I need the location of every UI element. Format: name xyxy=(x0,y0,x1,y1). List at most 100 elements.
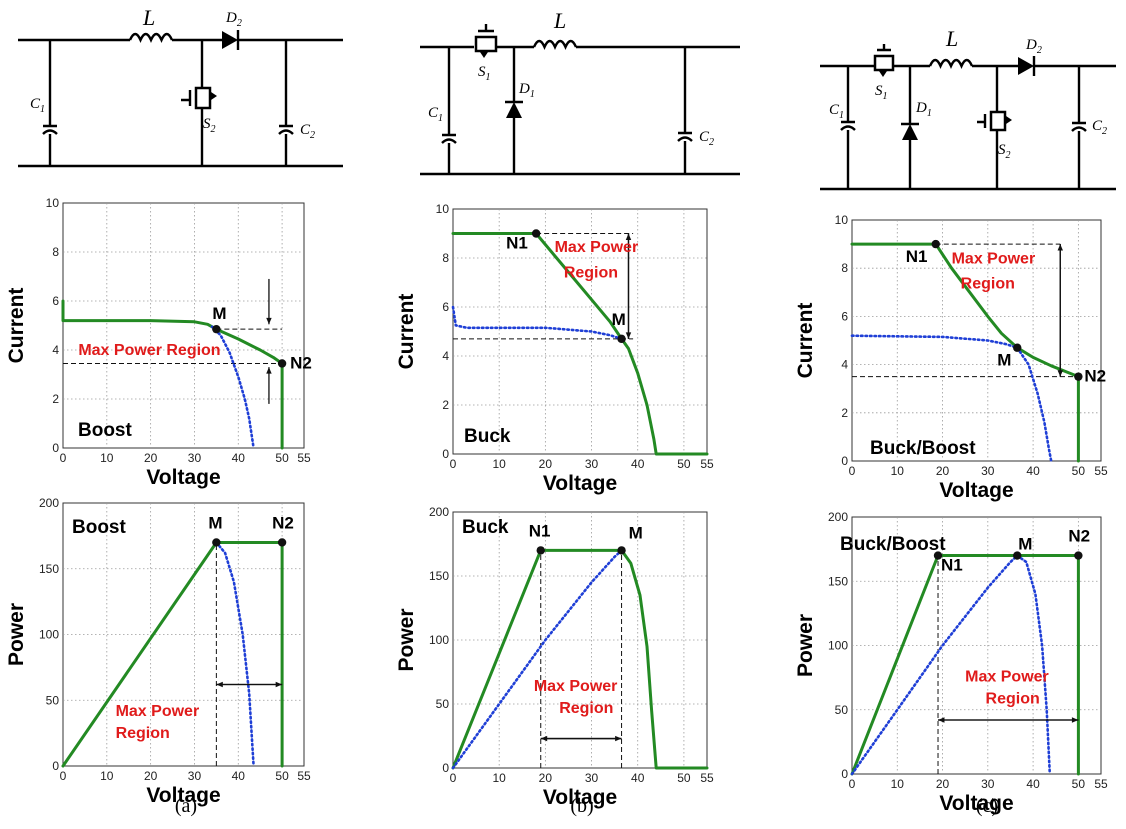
capacitor-icon xyxy=(278,40,294,166)
svg-text:S1: S1 xyxy=(875,83,888,102)
pv-chart-boost: 0 10 20 30 40 50 55 0 50 100 150 200 Voltage Power Max… xyxy=(5,496,311,807)
x-tick-label: 50 xyxy=(677,771,691,785)
y-tick-label: 200 xyxy=(828,510,848,524)
pv-chart-buck: 0 10 20 30 40 50 55 0 50 100 150 200 Voltage Power Max… xyxy=(395,505,714,809)
diode-label: D xyxy=(518,81,530,97)
svg-text:D1: D1 xyxy=(915,100,932,119)
x-tick-label: 30 xyxy=(981,464,995,478)
y-tick-label: 4 xyxy=(52,343,59,357)
inductor-label: L xyxy=(553,8,566,33)
x-tick-label: 30 xyxy=(188,769,202,783)
y-axis-title: Power xyxy=(5,603,28,666)
diode-icon xyxy=(506,102,522,118)
plot-area xyxy=(851,219,1102,462)
series-line-blue-dotted xyxy=(451,305,623,341)
diode-label: D xyxy=(225,10,237,26)
marker-dot xyxy=(1074,551,1083,560)
marker-label: N2 xyxy=(272,513,294,532)
iv-converter-label-buckboost: Buck/Boost xyxy=(870,438,976,459)
y-tick-label: 8 xyxy=(442,251,449,265)
x-tick-label: 10 xyxy=(493,771,507,785)
caption-b: (b) xyxy=(570,795,593,817)
marker-dot xyxy=(212,538,221,547)
y-tick-label: 10 xyxy=(835,213,849,227)
x-tick-label: 50 xyxy=(275,769,289,783)
x-tick-label: 55 xyxy=(1094,777,1108,791)
switch-label-2-sub: 2 xyxy=(1006,150,1011,161)
x-tick-label: 30 xyxy=(585,457,599,471)
diode-label-sub: 1 xyxy=(530,89,535,100)
iv-chart-boost: 0 10 20 30 40 50 55 0 2 4 6 8 10 Voltage Current Max Po… xyxy=(5,196,312,489)
x-tick-label: 50 xyxy=(1072,777,1086,791)
x-axis-title: Voltage xyxy=(146,784,220,807)
switch-label-2: S xyxy=(998,142,1006,158)
y-axis-title: Power xyxy=(794,614,817,677)
capacitor-label-1-sub: 1 xyxy=(438,113,443,124)
marker-label: N2 xyxy=(290,353,312,372)
svg-text:C2: C2 xyxy=(300,122,315,141)
x-tick-label: 50 xyxy=(677,457,691,471)
x-tick-label: 10 xyxy=(100,769,114,783)
marker-label: M xyxy=(208,513,222,532)
capacitor-label-1-sub: 1 xyxy=(839,110,844,121)
x-tick-label: 55 xyxy=(700,457,714,471)
svg-text:S1: S1 xyxy=(478,64,491,83)
svg-text:L: L xyxy=(142,5,155,30)
region-label: Region xyxy=(559,700,613,717)
marker-dot xyxy=(536,546,545,555)
plot-area xyxy=(452,511,708,769)
x-tick-label: 40 xyxy=(631,457,645,471)
x-tick-label: 40 xyxy=(1026,464,1040,478)
diode-icon xyxy=(1018,57,1034,75)
y-tick-label: 2 xyxy=(52,392,59,406)
region-label: Region xyxy=(961,276,1015,293)
y-axis-title: Current xyxy=(794,303,817,379)
switch-icon xyxy=(873,44,895,77)
capacitor-label-2: C xyxy=(300,122,311,138)
x-axis-title: Voltage xyxy=(939,479,1013,502)
marker-label: M xyxy=(212,304,226,323)
arrow-head xyxy=(266,367,272,374)
y-tick-label: 2 xyxy=(442,398,449,412)
arrow-head xyxy=(216,681,223,688)
marker-dot xyxy=(931,239,940,249)
capacitor-icon xyxy=(840,66,856,189)
region-label: Max Power xyxy=(116,703,200,720)
iv-converter-label-boost: Boost xyxy=(78,420,133,441)
x-tick-label: 20 xyxy=(144,451,158,465)
capacitor-label-2: C xyxy=(1092,118,1103,134)
diode-icon xyxy=(222,31,238,49)
marker-dot xyxy=(1013,343,1022,352)
caption-c: (c) xyxy=(976,795,998,817)
svg-text:D1: D1 xyxy=(518,81,535,100)
x-tick-label: 55 xyxy=(297,451,311,465)
marker-dot xyxy=(617,334,626,344)
arrow-head xyxy=(266,317,272,325)
arrow-head xyxy=(625,233,632,240)
marker-dot xyxy=(1074,372,1083,381)
x-tick-label: 55 xyxy=(1094,464,1108,478)
y-tick-label: 0 xyxy=(841,767,848,781)
svg-text:L: L xyxy=(945,26,958,51)
y-tick-label: 100 xyxy=(828,639,848,653)
x-tick-label: 0 xyxy=(450,457,457,471)
svg-text:D2: D2 xyxy=(1025,37,1042,56)
x-tick-label: 0 xyxy=(60,451,67,465)
capacitor-label-1: C xyxy=(30,96,41,112)
marker-dot xyxy=(212,324,221,334)
y-tick-label: 0 xyxy=(442,447,449,461)
y-tick-label: 150 xyxy=(828,574,848,588)
x-tick-label: 0 xyxy=(849,777,856,791)
y-tick-label: 10 xyxy=(46,196,60,210)
inductor-icon xyxy=(928,58,974,69)
marker-label: N2 xyxy=(1068,527,1090,546)
marker-dot xyxy=(933,551,943,560)
iv-chart-buckboost: 0 10 20 30 40 50 55 0 2 4 6 8 10 Voltage Current Max Po… xyxy=(794,213,1108,502)
capacitor-icon xyxy=(441,47,457,174)
capacitor-label-2-sub: 2 xyxy=(310,130,315,141)
diode-icon xyxy=(902,124,918,140)
x-tick-label: 10 xyxy=(891,464,905,478)
y-tick-label: 0 xyxy=(52,441,59,455)
y-axis-title: Power xyxy=(395,608,418,671)
